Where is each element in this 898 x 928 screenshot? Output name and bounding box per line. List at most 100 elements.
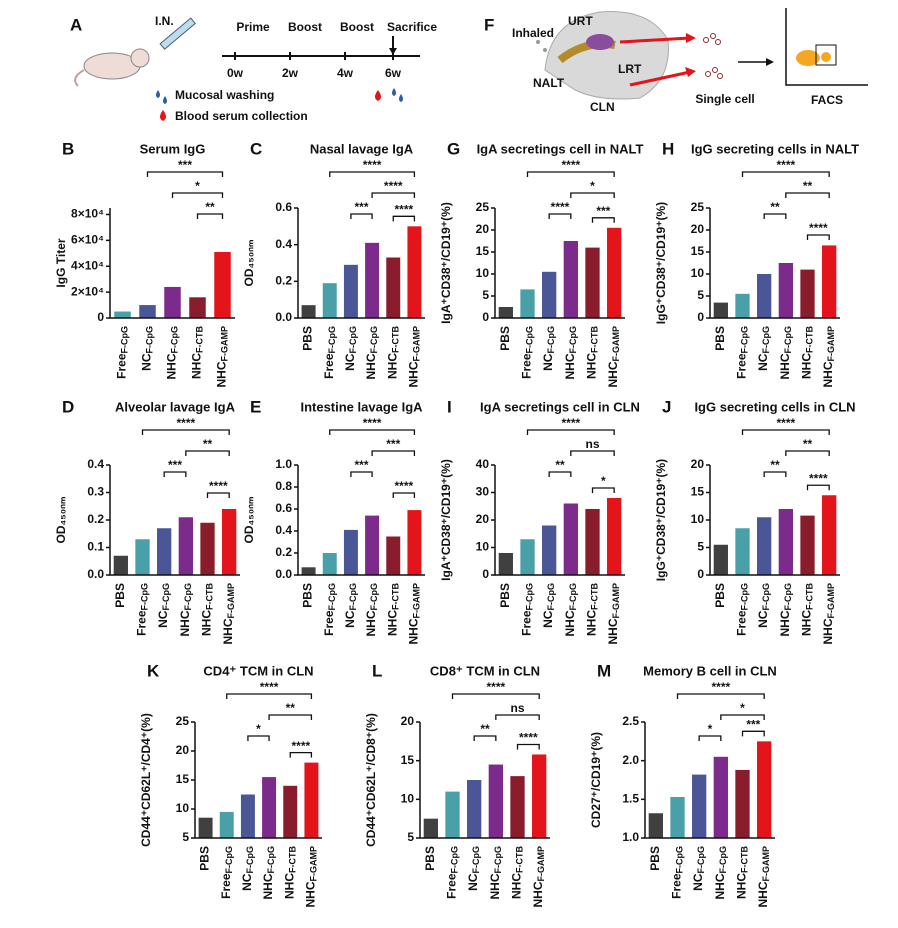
significance-bracket [763, 471, 787, 477]
panel-letter: B [62, 139, 74, 158]
region-label: NALT [533, 76, 565, 90]
category-name: PBS [113, 583, 127, 608]
significance-label: **** [363, 416, 382, 430]
significance-bracket [548, 213, 572, 219]
bar [800, 269, 815, 318]
category-subscript: F-CTB [391, 326, 401, 353]
significance-label: *** [746, 718, 760, 732]
bar [713, 302, 728, 318]
x-tick-label: NCF-CpG [691, 846, 706, 891]
bar [757, 741, 772, 838]
significance-bracket [185, 450, 230, 456]
category-name: NHC [585, 353, 599, 379]
category-name: PBS [713, 326, 727, 351]
significance-label: *** [354, 200, 368, 214]
y-tick-label: 20 [691, 457, 705, 471]
bar [343, 529, 358, 575]
x-tick-label: NCF-CpG [343, 326, 358, 371]
y-tick-label: 20 [401, 714, 415, 728]
bar [778, 509, 793, 575]
bar [542, 525, 557, 575]
category-name: NHC [756, 881, 770, 907]
category-subscript: F-CTB [205, 583, 215, 610]
y-tick-label: 5 [697, 288, 704, 302]
bar [365, 242, 380, 318]
significance-bracket [785, 192, 830, 198]
bar [445, 791, 460, 838]
y-tick-label: 20 [476, 512, 490, 526]
axis [494, 465, 625, 576]
facs-population [821, 52, 831, 62]
category-name: NHC [563, 610, 577, 636]
significance-bracket [350, 471, 373, 477]
significance-bracket [206, 492, 230, 498]
x-tick-label: PBS [198, 846, 212, 871]
bar [822, 495, 837, 575]
bar [778, 263, 793, 318]
bar [386, 257, 401, 318]
category-subscript: F-CpG [327, 326, 337, 354]
category-name: Free [735, 610, 749, 636]
category-subscript: F-GAMP [827, 583, 837, 619]
arrow-head [685, 67, 696, 77]
significance-label: **** [776, 158, 795, 172]
category-name: NHC [407, 618, 421, 644]
y-tick-label: 0.4 [275, 523, 292, 537]
y-tick-label: 10 [176, 801, 190, 815]
significance-label: * [740, 701, 745, 715]
significance-bracket [526, 171, 615, 177]
bar [532, 754, 547, 838]
y-tick-label: 0.1 [87, 540, 104, 554]
bar [301, 305, 316, 318]
y-tick-label: 5 [482, 288, 489, 302]
significance-label: ** [203, 437, 213, 451]
facs-gate [815, 44, 837, 66]
significance-label: *** [168, 458, 182, 472]
bar [214, 252, 231, 318]
category-subscript: F-CpG [697, 846, 707, 874]
y-tick-label: 10 [476, 266, 490, 280]
category-name: NHC [364, 610, 378, 636]
significance-bracket [720, 714, 765, 720]
significance-bracket [741, 429, 830, 435]
category-name: Free [219, 873, 233, 899]
step-label: Sacrifice [387, 20, 437, 34]
bar [262, 777, 277, 838]
x-tick-label: PBS [648, 846, 662, 871]
significance-label: **** [809, 471, 828, 485]
x-tick-label: NHCF-CTB [282, 846, 297, 899]
category-name: NC [466, 873, 480, 891]
bar [164, 286, 181, 318]
significance-bracket [495, 714, 540, 720]
category-subscript: F-CpG [450, 846, 460, 874]
y-tick-label: 1.0 [275, 457, 292, 471]
category-name: Free [322, 353, 336, 379]
bar [200, 522, 215, 575]
x-tick-label: NCF-CpG [156, 583, 171, 628]
bar [563, 503, 578, 575]
bar [189, 297, 206, 318]
legend-label: Mucosal washing [175, 88, 274, 102]
category-subscript: F-CpG [369, 583, 379, 611]
panel-letter: E [250, 397, 261, 416]
category-name: NHC [606, 361, 620, 387]
significance-bracket [526, 429, 615, 435]
mouse-tail [74, 69, 85, 87]
category-subscript: F-CpG [245, 846, 255, 874]
y-tick-label: 0.6 [275, 200, 292, 214]
category-subscript: F-CpG [762, 326, 772, 354]
x-tick-label: NHCF-GAMP [221, 583, 236, 645]
category-subscript: F-GAMP [612, 583, 622, 619]
x-tick-label: NCF-CpG [541, 326, 556, 371]
y-tick-label: 25 [176, 714, 190, 728]
x-tick-label: NCF-CpG [466, 846, 481, 891]
y-tick-label: 30 [476, 485, 490, 499]
y-tick-label: 5 [407, 830, 414, 844]
category-name: NHC [735, 873, 749, 899]
category-subscript: F-CpG [740, 583, 750, 611]
region-label: URT [568, 14, 593, 28]
x-tick-label: NHCF-CpG [364, 326, 379, 380]
step-label: Prime [236, 20, 270, 34]
bar [510, 776, 525, 838]
